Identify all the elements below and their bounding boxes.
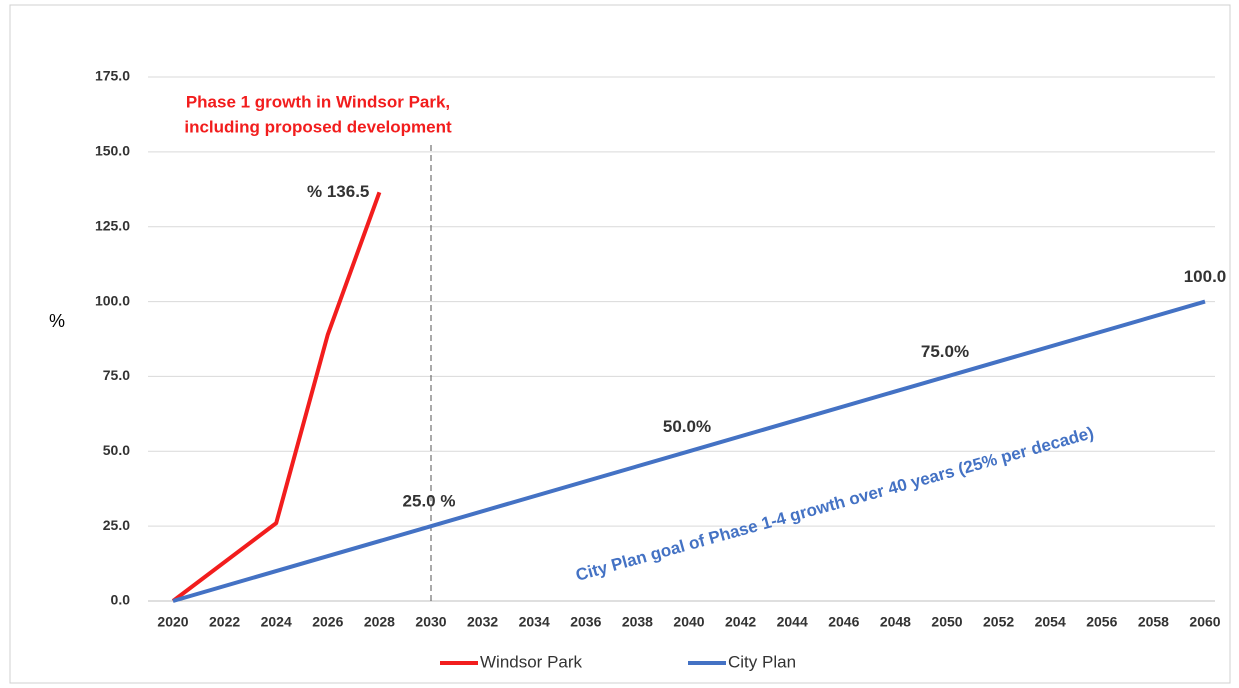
data-label: 75.0%: [921, 342, 969, 361]
x-tick-label: 2060: [1189, 614, 1220, 630]
x-tick-label: 2050: [931, 614, 962, 630]
annotation: Phase 1 growth in Windsor Park,: [186, 92, 450, 111]
x-tick-label: 2048: [880, 614, 911, 630]
annotation: including proposed development: [184, 117, 452, 136]
legend-label: City Plan: [728, 652, 796, 671]
y-tick-label: 25.0: [103, 517, 130, 533]
series-line: [171, 191, 382, 603]
legend-label: Windsor Park: [480, 652, 583, 671]
y-tick-label: 0.0: [111, 592, 131, 608]
x-tick-label: 2020: [157, 614, 188, 630]
x-tick-label: 2034: [519, 614, 550, 630]
x-tick-label: 2028: [364, 614, 395, 630]
x-tick-label: 2022: [209, 614, 240, 630]
series-line: [172, 299, 1206, 603]
x-tick-label: 2056: [1086, 614, 1117, 630]
y-tick-label: 150.0: [95, 143, 130, 159]
x-tick-label: 2058: [1138, 614, 1169, 630]
x-tick-label: 2044: [777, 614, 808, 630]
y-axis-label: %: [49, 311, 65, 331]
x-tick-label: 2036: [570, 614, 601, 630]
y-tick-label: 125.0: [95, 217, 130, 233]
x-tick-label: 2040: [673, 614, 704, 630]
x-tick-label: 2052: [983, 614, 1014, 630]
data-label: 25.0 %: [403, 492, 456, 511]
data-label: 50.0%: [663, 417, 711, 436]
data-label: 100.0: [1184, 267, 1227, 286]
y-tick-label: 100.0: [95, 292, 130, 308]
y-tick-label: 50.0: [103, 442, 130, 458]
y-tick-label: 75.0: [103, 367, 130, 383]
x-tick-label: 2024: [261, 614, 292, 630]
x-tick-label: 2038: [622, 614, 653, 630]
x-tick-label: 2046: [828, 614, 859, 630]
x-tick-label: 2032: [467, 614, 498, 630]
y-tick-label: 175.0: [95, 68, 130, 84]
data-label: % 136.5: [307, 182, 369, 201]
x-tick-label: 2042: [725, 614, 756, 630]
x-tick-label: 2026: [312, 614, 343, 630]
x-tick-label: 2054: [1035, 614, 1066, 630]
x-tick-label: 2030: [415, 614, 446, 630]
